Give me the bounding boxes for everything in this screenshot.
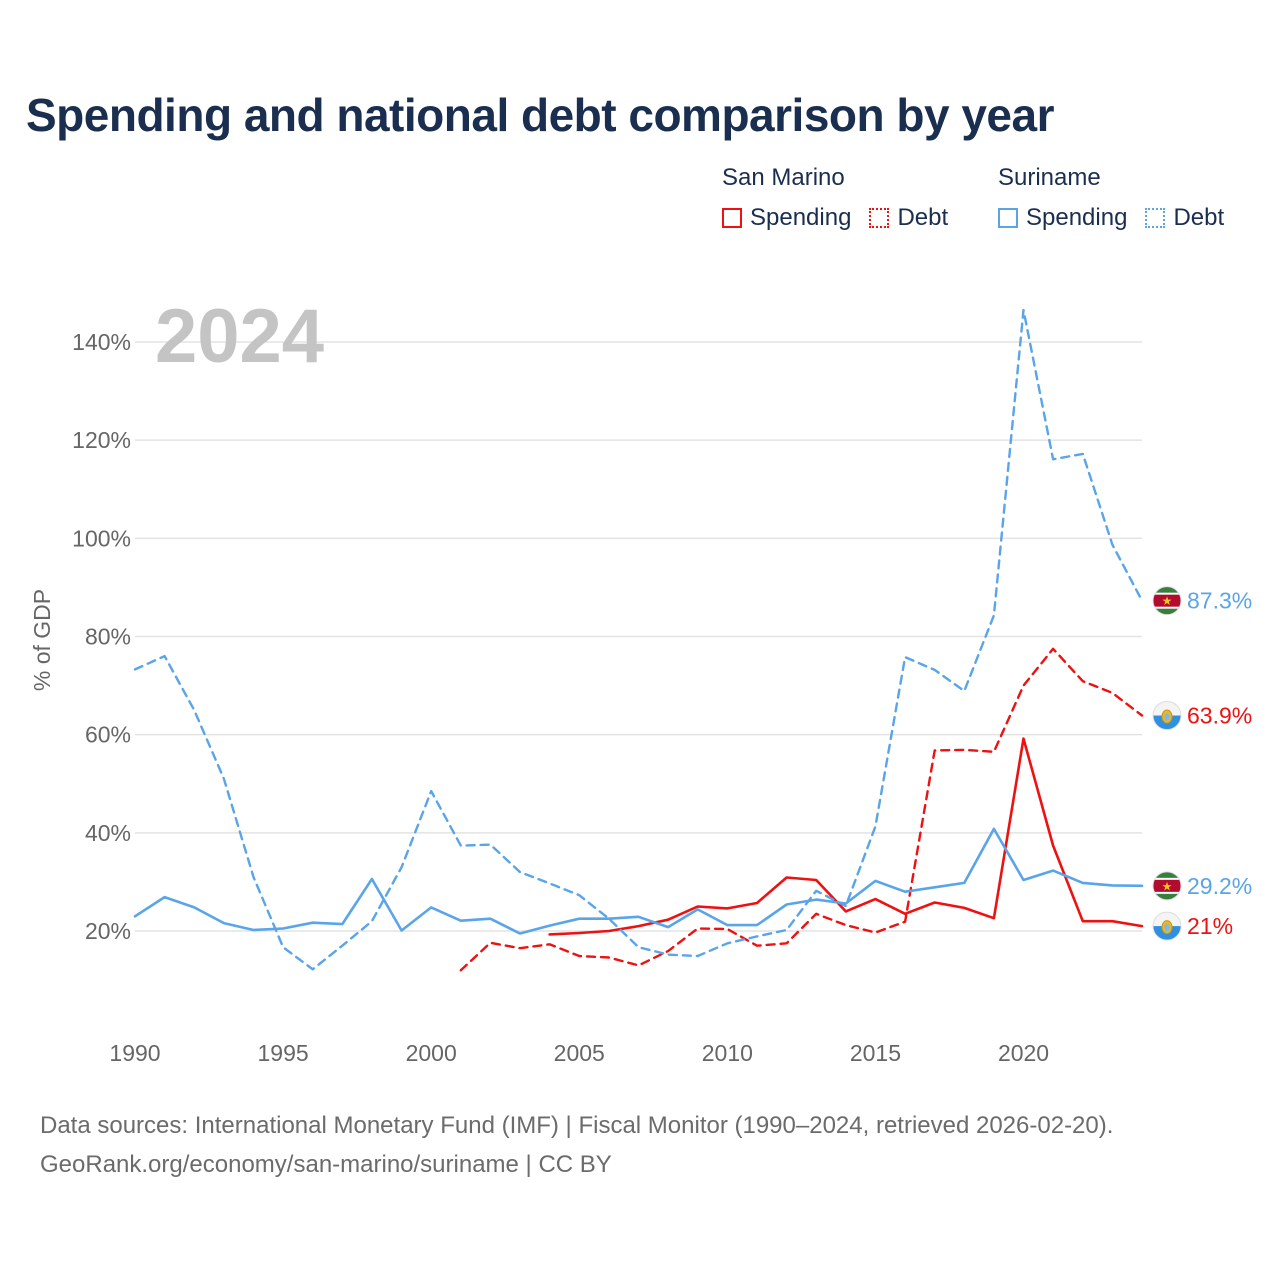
x-tick-label: 2020 xyxy=(998,1040,1049,1066)
series-line-suriname-spending[interactable] xyxy=(133,827,1144,935)
series-line-san-marino-debt[interactable] xyxy=(459,647,1144,972)
legend-swatch-solid xyxy=(998,208,1018,228)
legend-label: Spending xyxy=(1026,204,1128,231)
end-value-label: 29.2% xyxy=(1187,873,1252,899)
legend-country-suriname: Suriname xyxy=(998,164,1101,191)
legend-label: Spending xyxy=(750,204,852,231)
y-tick-label: 100% xyxy=(72,525,131,551)
end-value-label: 21% xyxy=(1187,913,1233,939)
x-tick-label: 1995 xyxy=(258,1040,309,1066)
x-tick-label: 2010 xyxy=(702,1040,753,1066)
legend-label: Debt xyxy=(1173,204,1225,231)
legend-item-suriname-spending[interactable]: Spending xyxy=(998,204,1127,232)
sources-line-2[interactable]: GeoRank.org/economy/san-marino/suriname … xyxy=(40,1151,612,1178)
end-value-label: 87.3% xyxy=(1187,588,1252,614)
x-tick-label: 2000 xyxy=(406,1040,457,1066)
x-tick-label: 2015 xyxy=(850,1040,901,1066)
legend-item-suriname-debt[interactable]: Debt xyxy=(1145,204,1224,232)
suriname-flag-icon: ★ xyxy=(1152,871,1182,901)
suriname-flag-icon: ★ xyxy=(1152,586,1182,616)
y-tick-label: 20% xyxy=(85,918,131,944)
axes: 20% 40% 60% 80% 100% 120% 140% 1990 1995 2000 2005… xyxy=(72,329,1049,1066)
series-line-suriname-debt[interactable] xyxy=(133,308,1144,971)
y-tick-label: 80% xyxy=(85,624,131,650)
y-tick-label: 120% xyxy=(72,427,131,453)
sources-line-1: Data sources: International Monetary Fun… xyxy=(40,1112,1114,1139)
legend-item-san-marino-spending[interactable]: Spending xyxy=(722,204,851,232)
legend-label: Debt xyxy=(897,204,949,231)
series-lines xyxy=(133,308,1144,972)
x-tick-label: 1990 xyxy=(109,1040,160,1066)
gridlines xyxy=(135,341,1142,932)
data-sources: Data sources: International Monetary Fun… xyxy=(40,1106,1113,1184)
svg-text:★: ★ xyxy=(1162,879,1173,893)
y-tick-label: 60% xyxy=(85,722,131,748)
legend-group-san-marino: San Marino Spending Debt xyxy=(722,162,948,232)
y-axis-label: % of GDP xyxy=(29,589,55,691)
chart-title: Spending and national debt comparison by… xyxy=(26,89,1055,141)
x-tick-label: 2005 xyxy=(554,1040,605,1066)
year-watermark: 2024 xyxy=(155,294,324,379)
end-labels: 21% 63.9% ★ 29.2% ★ 87.3% xyxy=(1152,586,1252,941)
y-tick-label: 40% xyxy=(85,820,131,846)
svg-text:★: ★ xyxy=(1162,594,1173,608)
san-marino-flag-icon xyxy=(1152,701,1182,731)
end-value-label: 63.9% xyxy=(1187,703,1252,729)
legend-swatch-dotted xyxy=(1145,208,1166,228)
legend-group-suriname: Suriname Spending Debt xyxy=(998,162,1224,232)
legend-swatch-solid xyxy=(722,208,742,228)
legend-item-san-marino-debt[interactable]: Debt xyxy=(869,204,948,232)
legend-swatch-dotted xyxy=(869,208,890,228)
legend-country-san-marino: San Marino xyxy=(722,164,845,191)
y-tick-label: 140% xyxy=(72,329,131,355)
san-marino-flag-icon xyxy=(1152,911,1182,941)
series-line-san-marino-spending[interactable] xyxy=(548,737,1144,936)
